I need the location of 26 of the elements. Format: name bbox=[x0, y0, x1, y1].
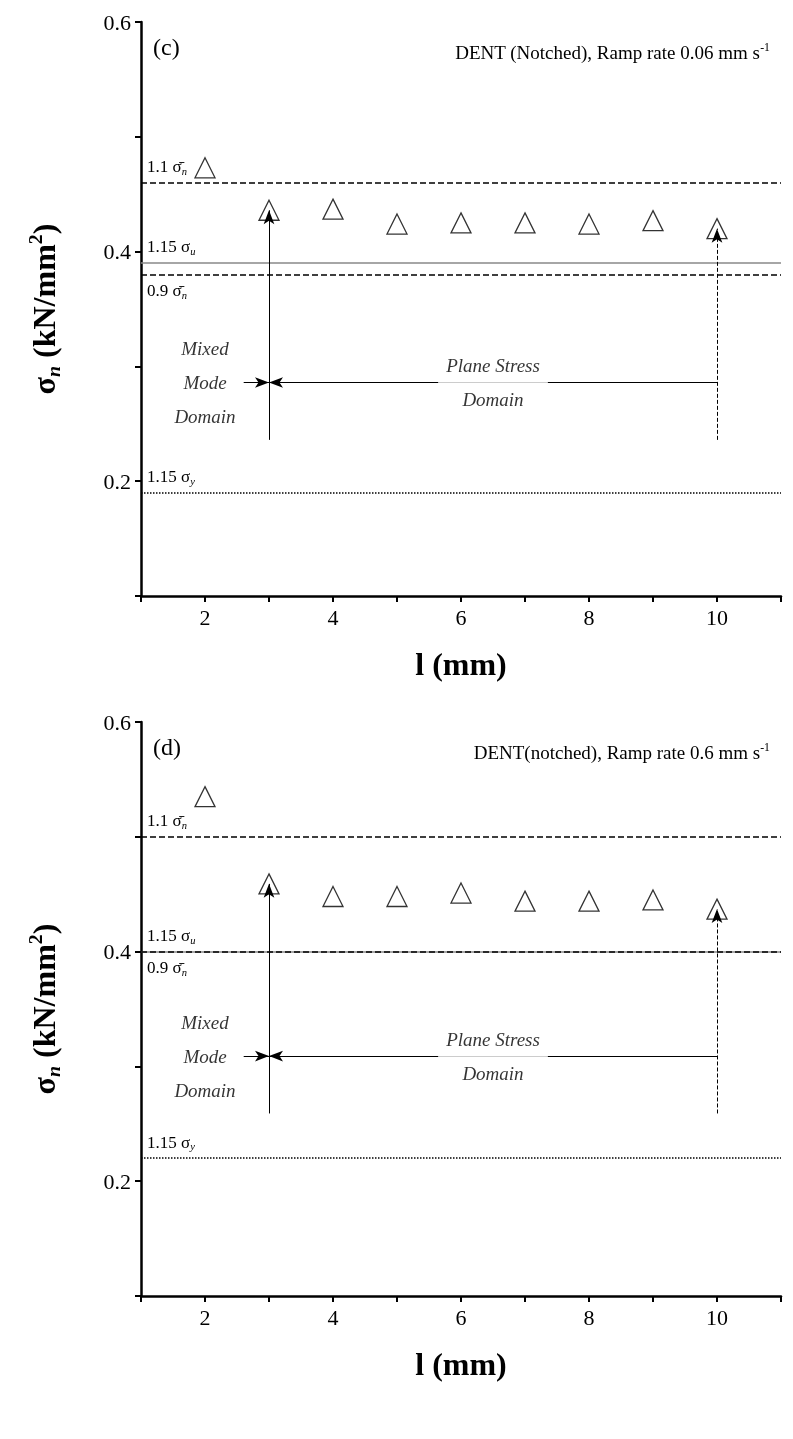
text: (c) bbox=[153, 34, 180, 60]
y-tick-label: 0.6 bbox=[103, 9, 131, 35]
x-tick-label: 8 bbox=[583, 1304, 595, 1330]
x-tick-label: 10 bbox=[706, 1304, 728, 1330]
y-tick-label: 0.4 bbox=[103, 239, 131, 265]
y-tick-label: 0.6 bbox=[103, 709, 131, 735]
x-axis-title: l (mm) bbox=[415, 646, 507, 682]
x-tick-label: 10 bbox=[706, 604, 728, 630]
x-tick-label: 4 bbox=[327, 1304, 339, 1330]
x-axis-title: l (mm) bbox=[415, 1346, 507, 1382]
annotation: Mixed Mode Domain bbox=[173, 1011, 236, 1101]
x-tick-label: 4 bbox=[327, 604, 339, 630]
y-axis-title: σn (kN/mm2) bbox=[24, 223, 64, 395]
y-axis-title: σn (kN/mm2) bbox=[24, 923, 64, 1095]
annotation: Mixed Mode Domain bbox=[173, 337, 236, 427]
y-tick-label: 0.2 bbox=[103, 1168, 131, 1194]
y-tick-label: 0.2 bbox=[103, 468, 131, 494]
x-tick-label: 2 bbox=[199, 604, 211, 630]
annotation: Plane Stress Domain bbox=[445, 354, 540, 410]
y-tick-label: 0.4 bbox=[103, 939, 131, 965]
x-tick-label: 8 bbox=[583, 604, 595, 630]
annotation: Plane Stress Domain bbox=[445, 1028, 540, 1084]
x-tick-label: 6 bbox=[455, 1304, 467, 1330]
x-tick-label: 2 bbox=[199, 1304, 211, 1330]
text: (d) bbox=[153, 734, 181, 760]
x-tick-label: 6 bbox=[455, 604, 467, 630]
